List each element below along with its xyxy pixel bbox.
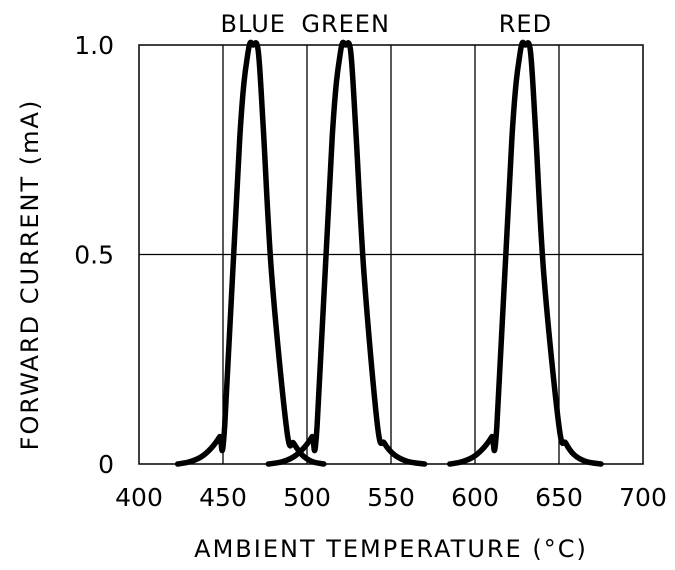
y-axis-title: FORWARD CURRENT (mA) <box>16 99 44 451</box>
series-curve-green <box>265 39 428 467</box>
y-tick-label: 0 <box>98 450 114 479</box>
x-tick-label: 700 <box>619 483 667 512</box>
y-tick-label: 0.5 <box>74 241 114 270</box>
x-tick-label: 550 <box>367 483 415 512</box>
series-curve-blue <box>174 39 327 467</box>
series-labels: BLUE GREEN RED <box>221 10 552 38</box>
series-curve-red <box>447 39 604 467</box>
x-tick-label: 650 <box>535 483 583 512</box>
y-tick-labels: 0 0.5 1.0 <box>74 31 114 479</box>
y-tick-label: 1.0 <box>74 31 114 60</box>
x-tick-labels: 400 450 500 550 600 650 700 <box>115 483 667 512</box>
series-label-blue: BLUE <box>221 10 286 38</box>
grid <box>139 45 643 464</box>
x-tick-label: 400 <box>115 483 163 512</box>
plot-frame <box>138 44 644 465</box>
x-tick-label: 450 <box>199 483 247 512</box>
series-label-red: RED <box>499 10 552 38</box>
x-tick-label: 600 <box>451 483 499 512</box>
x-axis-title: AMBIENT TEMPERATURE (°C) <box>194 535 588 563</box>
curves <box>174 39 604 467</box>
series-label-green: GREEN <box>301 10 390 38</box>
x-tick-label: 500 <box>283 483 331 512</box>
